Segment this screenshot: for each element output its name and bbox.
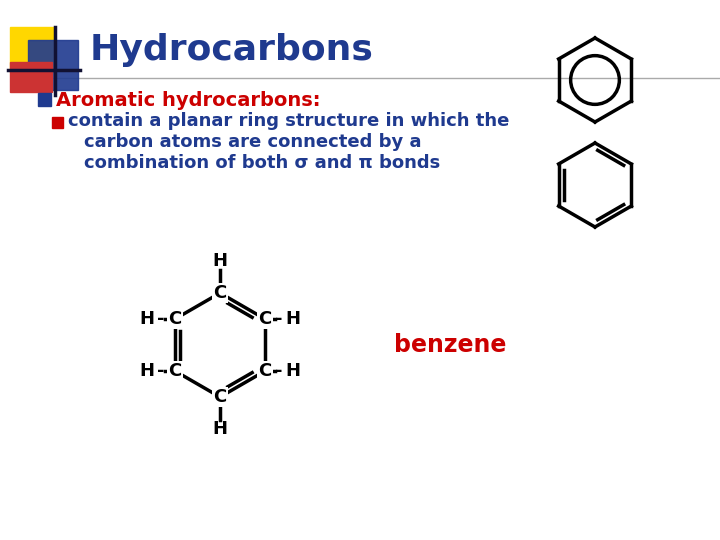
Text: C: C (168, 310, 181, 328)
Text: combination of both σ and π bonds: combination of both σ and π bonds (84, 154, 440, 172)
Text: C: C (168, 362, 181, 380)
Bar (28, 40, 78, 90)
Text: C: C (258, 362, 271, 380)
Bar (10, 27, 55, 72)
Bar (10, 62, 52, 92)
Bar (52, 117, 63, 128)
Text: -: - (275, 310, 283, 328)
Text: C: C (258, 310, 271, 328)
Text: H: H (286, 310, 300, 328)
Text: H: H (140, 310, 155, 328)
Text: contain a planar ring structure in which the: contain a planar ring structure in which… (68, 112, 509, 130)
Text: H: H (212, 252, 228, 270)
Text: C: C (213, 388, 227, 406)
Text: benzene: benzene (394, 333, 506, 357)
Bar (38, 93, 51, 106)
Text: -: - (157, 362, 165, 380)
Text: Aromatic hydrocarbons:: Aromatic hydrocarbons: (56, 91, 320, 110)
Text: carbon atoms are connected by a: carbon atoms are connected by a (84, 133, 421, 151)
Text: C: C (213, 284, 227, 302)
Text: Hydrocarbons: Hydrocarbons (90, 33, 374, 67)
Text: H: H (286, 362, 300, 380)
Text: -: - (157, 310, 165, 328)
Text: H: H (140, 362, 155, 380)
Text: H: H (212, 420, 228, 438)
Text: -: - (275, 362, 283, 380)
